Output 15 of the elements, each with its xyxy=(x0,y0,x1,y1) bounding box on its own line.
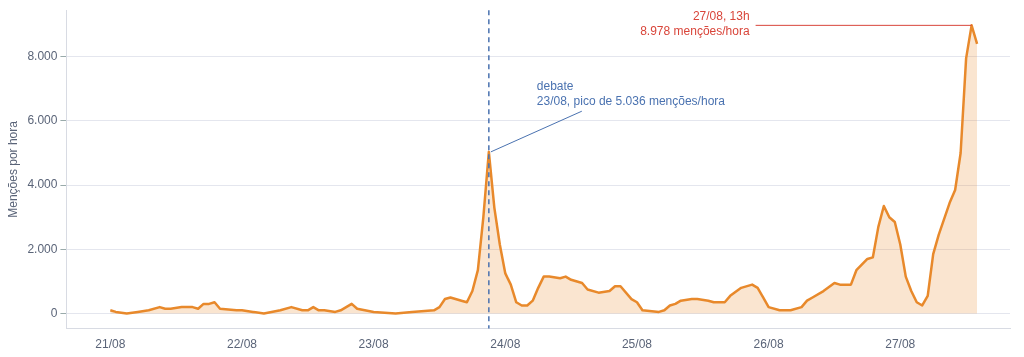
y-axis-title: Menções por hora xyxy=(5,120,20,218)
y-tick-label: 2.000 xyxy=(27,241,58,256)
annotation: 27/08, 13h 8.978 menções/hora xyxy=(640,9,750,39)
x-tick-label: 25/08 xyxy=(621,337,653,352)
y-tick-label: 0 xyxy=(50,305,58,320)
x-tick-label: 24/08 xyxy=(490,337,521,352)
y-tick-label: 6.000 xyxy=(27,113,58,128)
x-tick-label: 22/08 xyxy=(226,337,258,352)
x-tick-label: 21/08 xyxy=(95,337,126,352)
x-tick-label: 27/08 xyxy=(885,337,916,352)
x-tick-label: 26/08 xyxy=(753,337,784,352)
y-tick-label: 4.000 xyxy=(27,177,58,192)
x-tick-label: 23/08 xyxy=(358,337,389,352)
y-tick-label: 8.000 xyxy=(27,49,58,64)
annotation: debate 23/08, pico de 5.036 menções/hora xyxy=(536,79,726,109)
